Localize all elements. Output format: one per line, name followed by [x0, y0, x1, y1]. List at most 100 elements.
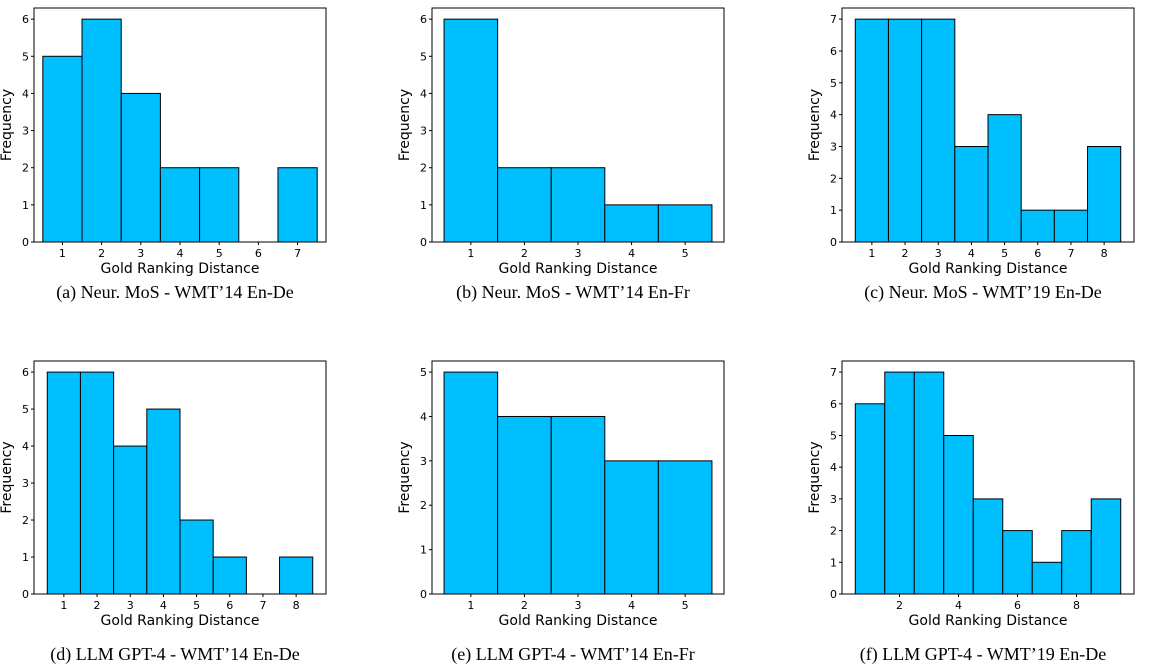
- y-tick-label: 1: [420, 199, 427, 212]
- x-tick-label: 5: [216, 247, 223, 260]
- x-tick-label: 8: [293, 599, 300, 612]
- y-tick-label: 4: [22, 440, 29, 453]
- x-tick-label: 2: [521, 247, 528, 260]
- x-axis-label: Gold Ranking Distance: [101, 613, 260, 629]
- y-tick-label: 3: [22, 477, 29, 490]
- subfigure-caption: (b) Neur. MoS - WMT’14 En-Fr: [456, 282, 690, 303]
- subfigure-caption: (a) Neur. MoS - WMT’14 En-De: [56, 282, 294, 303]
- x-axis-label: Gold Ranking Distance: [499, 613, 658, 629]
- chart-panel-5: 0 1 2 3 4 5 1 2 3 4 5 Gold Ranking Distance Frequenc…: [397, 360, 725, 665]
- histogram-bar: [1061, 530, 1092, 595]
- histogram-bar: [604, 204, 659, 243]
- histogram-bar: [42, 55, 83, 243]
- histogram-bar: [550, 415, 606, 595]
- y-tick-label: 0: [830, 588, 837, 601]
- y-tick-label: 0: [830, 236, 837, 249]
- x-tick-label: 4: [628, 599, 635, 612]
- histogram-bar: [884, 371, 915, 595]
- y-axis-label: Frequency: [0, 441, 15, 513]
- histogram-bar: [854, 18, 889, 243]
- histogram-bar: [113, 445, 148, 595]
- x-tick-label: 2: [902, 247, 909, 260]
- subfigure-caption: (c) Neur. MoS - WMT’19 En-De: [864, 282, 1102, 303]
- y-tick-label: 3: [420, 125, 427, 138]
- y-axis-label: Frequency: [807, 89, 823, 161]
- histogram-bar: [81, 18, 122, 243]
- histogram-bar: [1090, 498, 1122, 595]
- x-tick-label: 7: [294, 247, 301, 260]
- x-tick-label: 2: [521, 599, 528, 612]
- x-tick-label: 6: [226, 599, 233, 612]
- y-tick-label: 1: [420, 544, 427, 557]
- y-tick-label: 0: [22, 236, 29, 249]
- y-tick-label: 3: [420, 455, 427, 468]
- y-tick-label: 5: [420, 366, 427, 379]
- x-tick-label: 4: [955, 599, 962, 612]
- x-tick-label: 1: [868, 247, 875, 260]
- histogram-bar: [443, 18, 499, 243]
- y-tick-label: 2: [420, 499, 427, 512]
- y-tick-label: 5: [420, 50, 427, 63]
- y-tick-label: 2: [830, 525, 837, 538]
- y-axis-label: Frequency: [0, 89, 15, 161]
- x-tick-label: 6: [1014, 599, 1021, 612]
- y-tick-label: 5: [830, 429, 837, 442]
- x-tick-label: 4: [160, 599, 167, 612]
- x-tick-label: 5: [1001, 247, 1008, 260]
- y-axis-label: Frequency: [397, 441, 413, 513]
- histogram-bar: [972, 498, 1004, 595]
- y-tick-label: 1: [830, 204, 837, 217]
- chart-panel-6: 0 1 2 3 4 5 6 7 2 4 6 8 Gold Ranking Distance Frequen…: [807, 360, 1135, 665]
- x-tick-label: 2: [896, 599, 903, 612]
- x-tick-label: 1: [467, 247, 474, 260]
- x-tick-label: 6: [1034, 247, 1041, 260]
- histogram-bar: [854, 403, 886, 595]
- x-tick-label: 4: [968, 247, 975, 260]
- histogram-bar: [46, 371, 81, 595]
- y-tick-label: 5: [830, 77, 837, 90]
- x-axis-label: Gold Ranking Distance: [909, 261, 1068, 277]
- y-tick-label: 2: [22, 162, 29, 175]
- y-tick-label: 5: [22, 50, 29, 63]
- y-tick-label: 7: [830, 366, 837, 379]
- histogram-bar: [199, 167, 240, 243]
- x-tick-label: 6: [255, 247, 262, 260]
- histogram-bar: [159, 167, 201, 243]
- histogram-bar: [550, 167, 606, 243]
- histogram-bar: [443, 371, 499, 595]
- y-tick-label: 2: [830, 172, 837, 185]
- y-tick-label: 3: [830, 140, 837, 153]
- chart-panel-4: 0 1 2 3 4 5 6 1 2 3 4 5 6 7 8 Gold Ranking Distance Freq…: [0, 360, 327, 665]
- x-tick-label: 8: [1073, 599, 1080, 612]
- subfigure-caption: (e) LLM GPT-4 - WMT’14 En-Fr: [451, 644, 694, 665]
- x-tick-label: 5: [682, 247, 689, 260]
- axes-frame: [33, 360, 327, 595]
- histogram-bar: [1020, 209, 1055, 243]
- histogram-bar: [604, 460, 659, 595]
- x-tick-label: 2: [94, 599, 101, 612]
- histogram-bar: [954, 145, 989, 243]
- x-tick-label: 1: [467, 599, 474, 612]
- histogram-bar: [657, 460, 713, 595]
- x-tick-label: 7: [259, 599, 266, 612]
- y-tick-label: 1: [22, 551, 29, 564]
- y-tick-label: 6: [22, 366, 29, 379]
- x-tick-label: 4: [628, 247, 635, 260]
- histogram-bar: [279, 556, 314, 595]
- y-axis-label: Frequency: [807, 441, 823, 513]
- y-tick-label: 1: [830, 556, 837, 569]
- y-tick-label: 2: [420, 162, 427, 175]
- chart-panel-1: 0 1 2 3 4 5 6 1 2 3 4 5 6 7 Gold Ranking Distance Frequ…: [0, 7, 327, 303]
- y-tick-label: 5: [22, 403, 29, 416]
- histogram-bar: [212, 556, 247, 595]
- x-tick-label: 8: [1101, 247, 1108, 260]
- y-tick-label: 0: [420, 588, 427, 601]
- x-tick-label: 1: [60, 599, 67, 612]
- x-tick-label: 3: [137, 247, 144, 260]
- x-tick-label: 2: [98, 247, 105, 260]
- histogram-bar: [1002, 530, 1033, 595]
- histogram-bar: [987, 114, 1022, 243]
- y-tick-label: 4: [830, 109, 837, 122]
- histogram-bar: [497, 167, 552, 243]
- y-tick-label: 2: [22, 514, 29, 527]
